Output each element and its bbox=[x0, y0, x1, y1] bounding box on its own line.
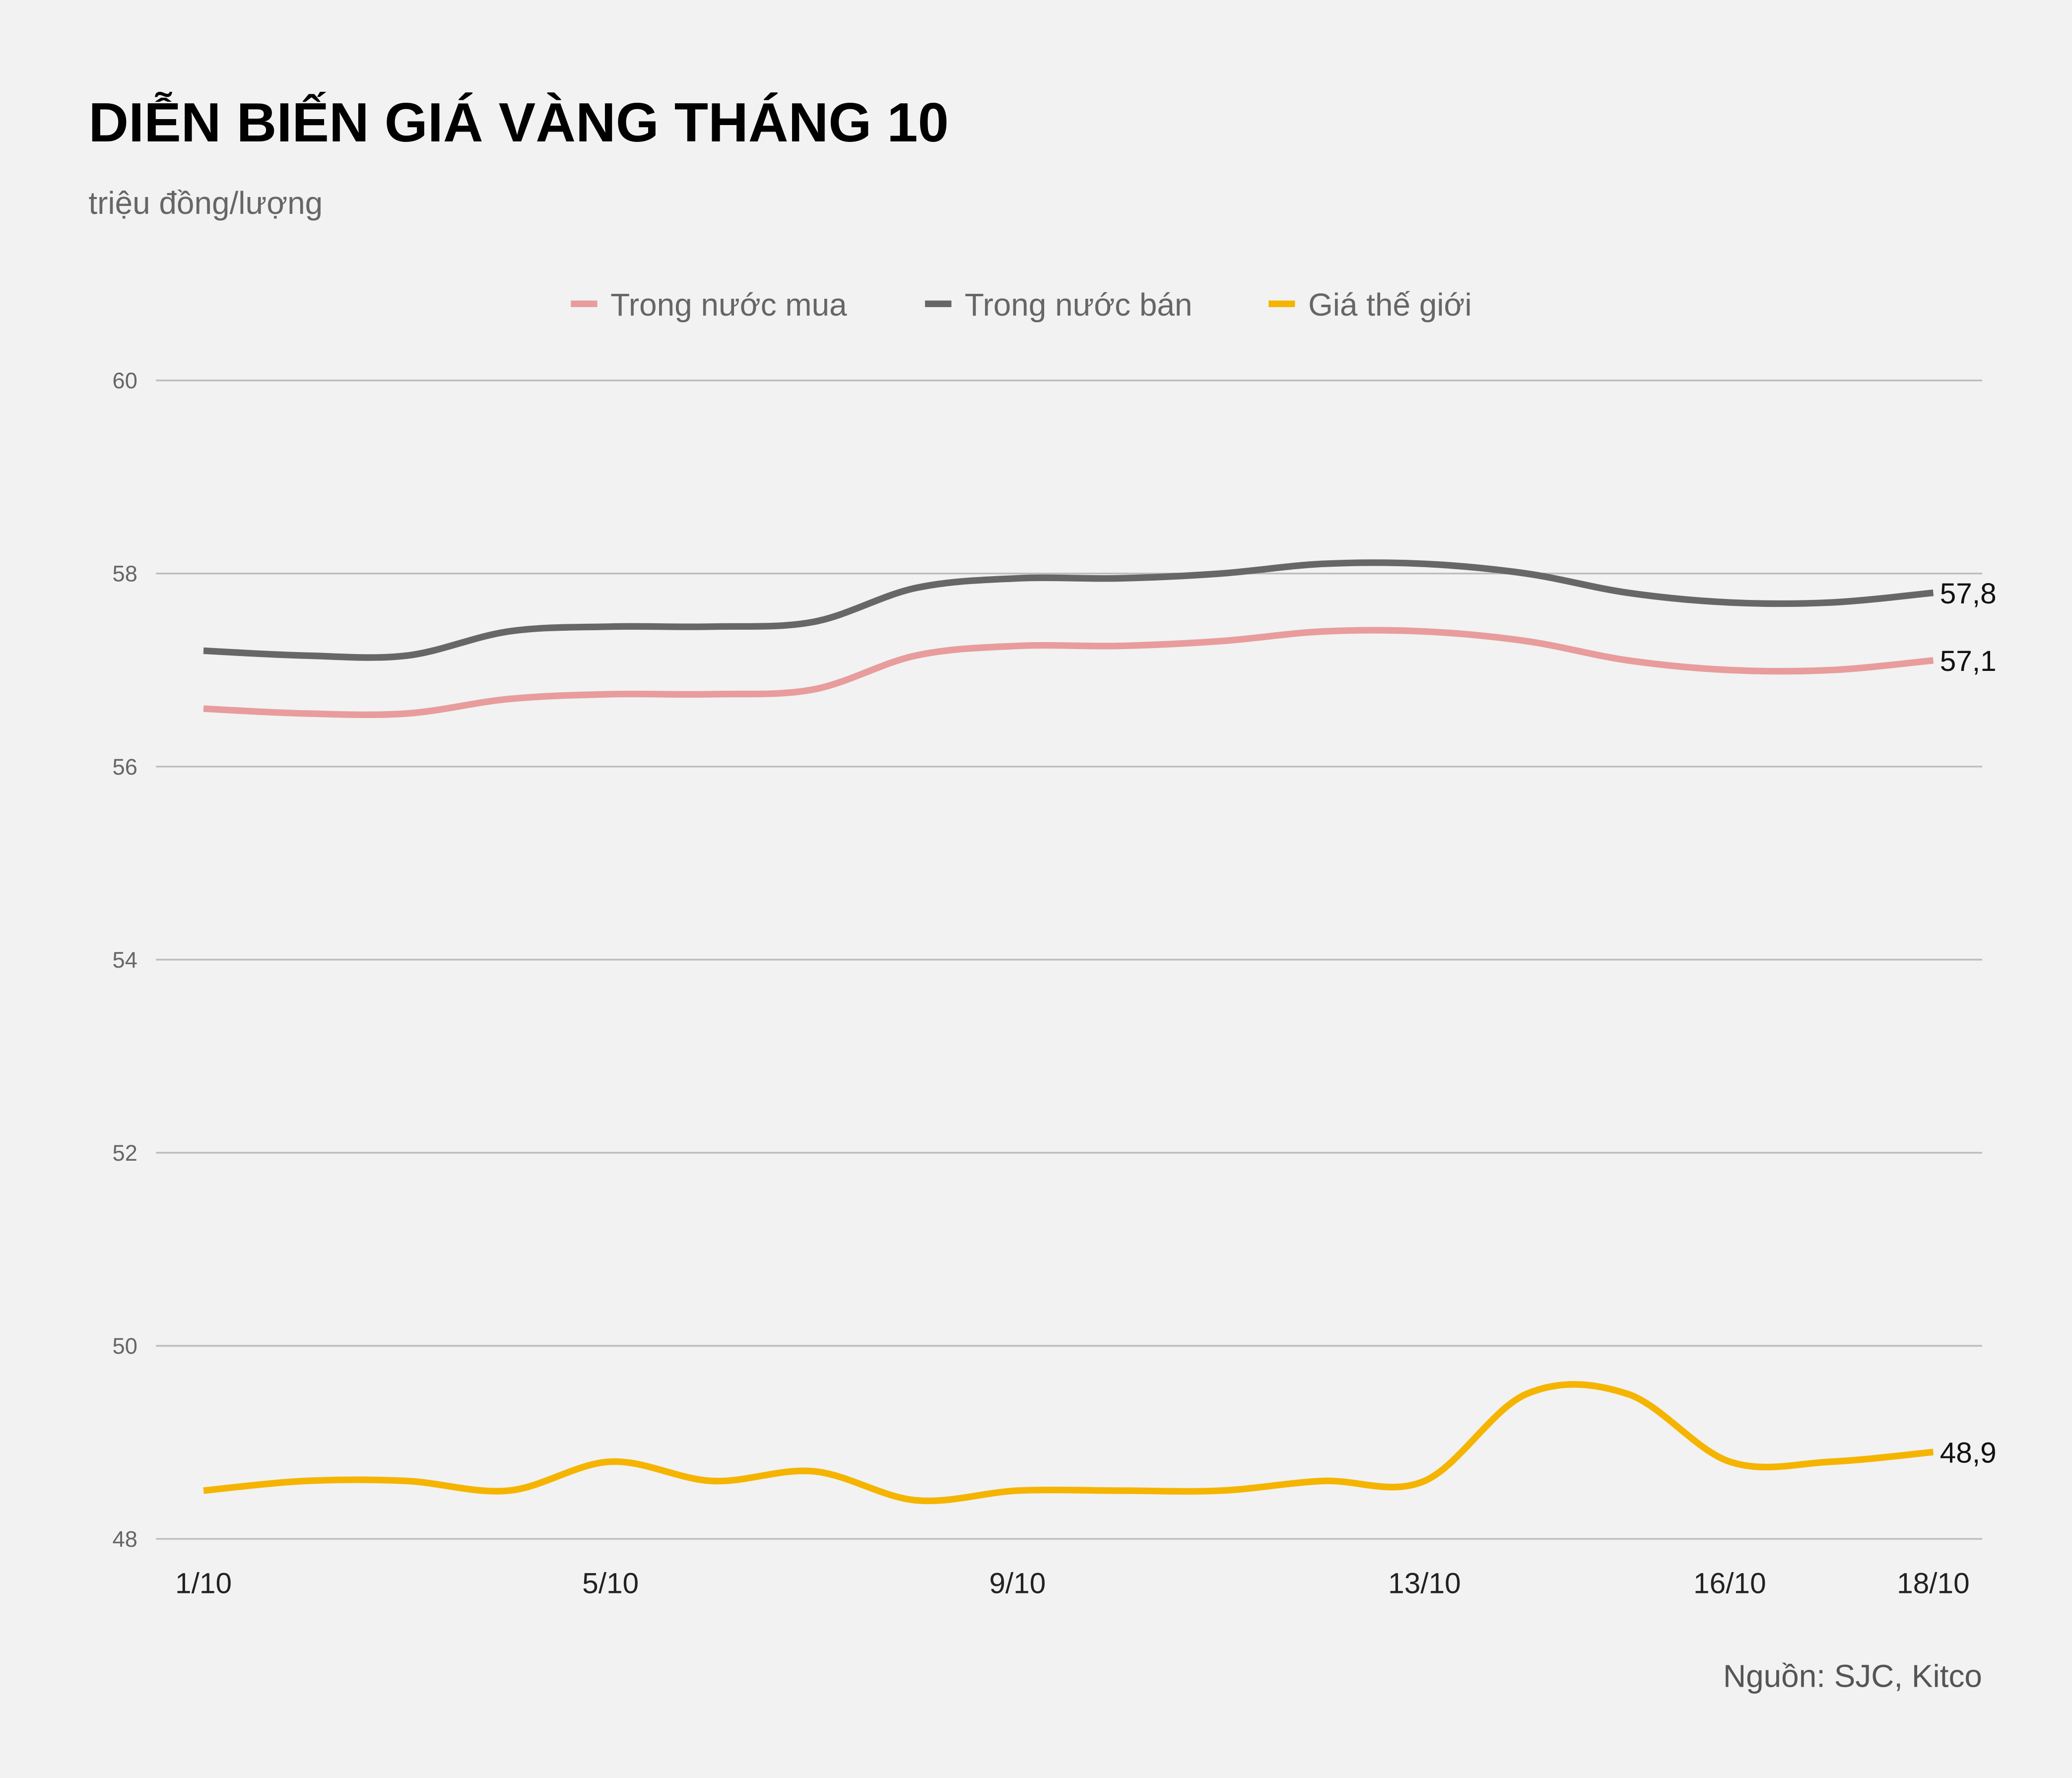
x-tick-label: 18/10 bbox=[1897, 1567, 1970, 1599]
y-tick-label: 48 bbox=[113, 1526, 137, 1552]
data-point bbox=[712, 626, 713, 627]
source-note: Nguồn: SJC, Kitco bbox=[1723, 1658, 1982, 1694]
y-tick-label: 52 bbox=[113, 1140, 137, 1166]
x-tick-label: 9/10 bbox=[989, 1567, 1046, 1599]
data-point bbox=[1831, 602, 1832, 603]
series-line-1 bbox=[203, 559, 1934, 661]
y-tick-label: 58 bbox=[113, 561, 137, 587]
end-value-label: 57,1 bbox=[1940, 645, 1997, 677]
chart-subtitle: triệu đồng/lượng bbox=[88, 185, 323, 221]
series-line-0 bbox=[203, 627, 1934, 719]
x-tick-label: 5/10 bbox=[582, 1567, 639, 1599]
legend-label: Trong nước bán bbox=[965, 287, 1193, 323]
x-tick-label: 13/10 bbox=[1388, 1567, 1461, 1599]
y-tick-label: 60 bbox=[113, 368, 137, 394]
data-point bbox=[1933, 660, 1934, 661]
end-value-label: 48,9 bbox=[1940, 1437, 1997, 1469]
data-point bbox=[1526, 641, 1527, 642]
grid: 48 50 52 54 56 58 60 bbox=[113, 368, 1982, 1552]
series-lines: 57,1 57,8 48,9 bbox=[203, 559, 1997, 1505]
y-tick-label: 54 bbox=[113, 947, 137, 973]
legend-label: Trong nước mua bbox=[610, 287, 847, 323]
data-point bbox=[1526, 573, 1527, 574]
series-line-2 bbox=[203, 1381, 1934, 1505]
data-point bbox=[610, 1461, 611, 1462]
x-axis: 1/10 5/10 9/10 13/10 16/10 18/10 bbox=[175, 1567, 1970, 1599]
data-point bbox=[610, 626, 611, 627]
chart-title: DIỄN BIẾN GIÁ VÀNG THÁNG 10 bbox=[88, 91, 948, 153]
y-tick-label: 56 bbox=[113, 754, 137, 780]
y-tick-label: 50 bbox=[113, 1333, 137, 1359]
data-point bbox=[1017, 578, 1018, 579]
data-point bbox=[1831, 1461, 1832, 1462]
data-point bbox=[1424, 631, 1425, 632]
data-point bbox=[712, 694, 713, 695]
data-point bbox=[1119, 578, 1120, 579]
end-value-label: 57,8 bbox=[1940, 578, 1997, 610]
data-point bbox=[610, 694, 611, 695]
legend-label: Giá thế giới bbox=[1308, 287, 1472, 323]
x-tick-label: 1/10 bbox=[175, 1567, 232, 1599]
x-tick-label: 16/10 bbox=[1693, 1567, 1766, 1599]
legend: Trong nước mua Trong nước bán Giá thế giới bbox=[571, 287, 1472, 323]
